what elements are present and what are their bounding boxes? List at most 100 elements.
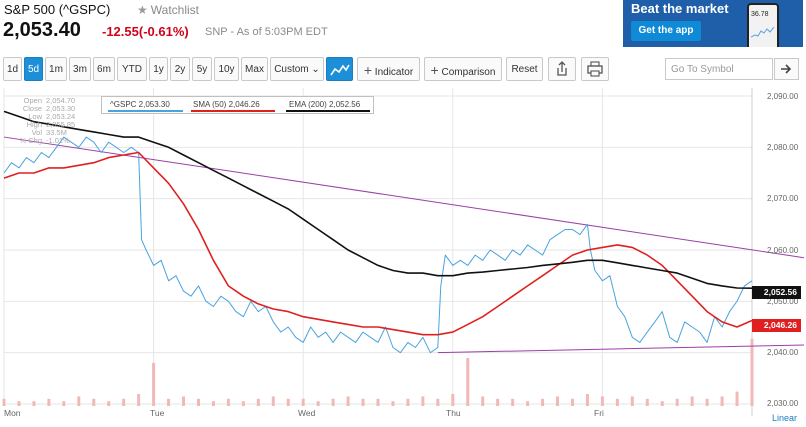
volume-bar: [182, 396, 186, 406]
volume-bar: [92, 398, 96, 406]
arrow-right-icon: [781, 64, 792, 74]
volume-bar: [630, 396, 634, 406]
high-label: High: [26, 120, 42, 129]
close-label: Close: [22, 104, 42, 113]
sma-value-tag: 2,046.26: [752, 319, 801, 332]
volume-bar: [211, 401, 215, 406]
quote-change: -12.55(-0.61%): [102, 24, 189, 39]
volume-bar: [391, 401, 395, 406]
range-6m-button[interactable]: 6m: [93, 57, 115, 81]
volume-bar: [720, 396, 724, 406]
volume-bar: [570, 398, 574, 406]
volume-bar: [167, 398, 171, 406]
go-to-symbol-input[interactable]: [665, 58, 773, 80]
open-value: 2,054.70: [46, 96, 76, 105]
legend-sma: SMA (50) 2,046.26: [193, 100, 260, 109]
range-2y-button[interactable]: 2y: [170, 57, 190, 81]
print-button[interactable]: [581, 57, 609, 81]
mini-chart-icon: [751, 26, 775, 38]
volume-bar: [226, 398, 230, 406]
y-tick: 2,050.00: [767, 297, 799, 306]
range-ytd-button[interactable]: YTD: [117, 57, 147, 81]
legend-ema: EMA (200) 2,052.56: [289, 100, 361, 109]
quote-meta: SNP - As of 5:03PM EDT: [205, 26, 328, 38]
volume-bar: [511, 398, 515, 406]
y-tick: 2,060.00: [767, 246, 799, 255]
y-tick: 2,040.00: [767, 348, 799, 357]
volume-bar: [271, 396, 275, 406]
go-button[interactable]: [774, 58, 799, 80]
scale-toggle[interactable]: Linear: [772, 413, 798, 423]
volume-bar: [496, 398, 500, 406]
indicator-button[interactable]: + Indicator: [357, 57, 420, 81]
volume-bar: [615, 398, 619, 406]
volume-bar: [346, 396, 350, 406]
volume-bar: [2, 398, 6, 406]
trendline: [437, 344, 805, 354]
custom-range-dropdown[interactable]: Custom ⌄: [270, 57, 324, 81]
share-button[interactable]: [548, 57, 576, 81]
range-max-button[interactable]: Max: [241, 57, 268, 81]
range-1y-button[interactable]: 1y: [149, 57, 168, 81]
volume-bar: [32, 401, 36, 406]
reset-button[interactable]: Reset: [506, 57, 543, 81]
x-tick-fri: Fri: [594, 408, 604, 418]
comparison-button[interactable]: + Comparison: [424, 57, 502, 81]
volume-bar: [585, 394, 589, 406]
volume-bar: [541, 398, 545, 406]
volume-bar: [376, 398, 380, 406]
high-value: 2,055.85: [46, 120, 76, 129]
y-tick: 2,080.00: [767, 143, 799, 152]
volume-bar: [705, 398, 709, 406]
quote-price: 2,053.40: [3, 19, 81, 41]
low-label: Low: [28, 112, 42, 121]
x-tick-tue: Tue: [150, 408, 165, 418]
volume-bar: [690, 396, 694, 406]
ohlc-readout: Open 2,054.70 Close 2,053.30 Low 2,053.24 H…: [12, 97, 75, 145]
trendline: [3, 136, 805, 259]
volume-bar: [62, 401, 66, 406]
chart-legend: ^GSPC 2,053.30 SMA (50) 2,046.26 EMA (20…: [101, 96, 374, 114]
volume-bar: [152, 362, 156, 406]
plus-icon: +: [363, 62, 373, 78]
volume-bar: [436, 398, 440, 406]
app-ad-banner[interactable]: Beat the market Get the app 36.78: [623, 0, 803, 47]
get-app-button[interactable]: Get the app: [631, 21, 701, 41]
volume-bar: [122, 398, 126, 406]
series-line-sma: [3, 151, 753, 336]
volume-bar: [481, 396, 485, 406]
range-5d-button[interactable]: 5d: [24, 57, 43, 81]
range-10y-button[interactable]: 10y: [214, 57, 239, 81]
volume-bar: [137, 394, 141, 406]
volume-bar: [406, 398, 410, 406]
range-5y-button[interactable]: 5y: [192, 57, 212, 81]
range-3m-button[interactable]: 3m: [69, 57, 91, 81]
range-1d-button[interactable]: 1d: [3, 57, 22, 81]
plus-icon: +: [430, 62, 439, 78]
volume-bar: [421, 396, 425, 406]
volume-bar: [451, 394, 455, 406]
watchlist-label: Watchlist: [150, 3, 199, 17]
volume-bar: [196, 398, 200, 406]
watchlist-button[interactable]: ★ Watchlist: [137, 3, 199, 17]
close-value: 2,053.30: [46, 104, 76, 113]
volume-bar: [331, 398, 335, 406]
volume-bar: [256, 398, 260, 406]
quote-title: S&P 500 (^GSPC): [4, 2, 111, 17]
series-line-ema: [3, 110, 753, 289]
chart-type-button[interactable]: [326, 57, 353, 81]
volume-bar: [556, 396, 560, 406]
volume-bar: [675, 398, 679, 406]
volume-bar: [466, 358, 470, 406]
legend-ema-swatch: [286, 110, 370, 112]
volume-bar: [77, 396, 81, 406]
price-chart[interactable]: Open 2,054.70 Close 2,053.30 Low 2,053.24 H…: [0, 88, 806, 427]
volume-bar: [241, 401, 245, 406]
series-line-price: [3, 136, 753, 354]
ad-phone-value: 36.78: [751, 11, 769, 18]
low-value: 2,053.24: [46, 112, 76, 121]
chg-label: % Chg: [19, 136, 42, 145]
range-1m-button[interactable]: 1m: [45, 57, 67, 81]
ema-value-tag: 2,052.56: [752, 286, 801, 299]
legend-gspc: ^GSPC 2,053.30: [110, 100, 170, 109]
